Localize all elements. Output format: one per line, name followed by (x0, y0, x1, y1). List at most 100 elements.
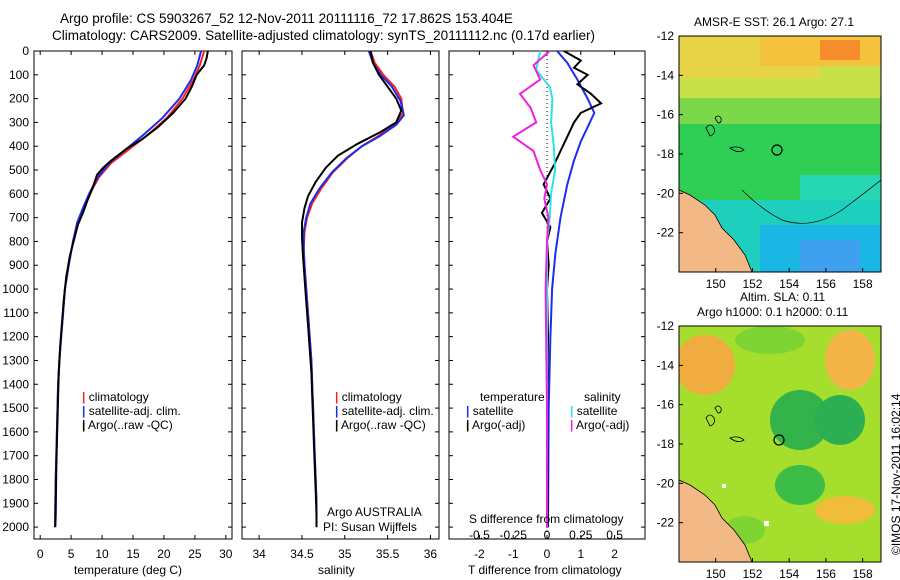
sla-argo-marker (773, 434, 785, 446)
series-line-argo (54, 50, 209, 528)
s-tick-label: -0.5 (469, 528, 490, 542)
temperature-xlabel: temperature (deg C) (74, 563, 183, 577)
depth-tick-label: 1700 (2, 449, 29, 463)
sla-map-title-2: Argo h1000: 0.1 h2000: 0.11 (697, 305, 849, 319)
series-line-satellite (302, 50, 405, 528)
salinity-xlabel: salinity (318, 563, 355, 577)
map-x-tick-label: 156 (816, 567, 836, 580)
diff-temp-legend: temperature | satellite | Argo(-adj) (466, 390, 545, 432)
x-tick-label: 35.5 (376, 547, 400, 561)
figure-title-line1: Argo profile: CS 5903267_52 12-Nov-2011 … (60, 11, 513, 26)
depth-tick-label: 1100 (3, 306, 29, 320)
series-line-s-satellite (535, 50, 557, 528)
x-tick-label: -1 (508, 547, 519, 561)
depth-tick-label: 200 (9, 92, 29, 106)
sst-map (678, 35, 882, 273)
s-tick-label: 0.5 (606, 528, 623, 542)
map-y-tick-label: -20 (657, 186, 675, 200)
map-x-tick-label: 156 (816, 277, 836, 291)
diff-sal-legend: salinity | satellite | Argo(-adj) (570, 390, 630, 432)
series-line-t-satellite (547, 50, 596, 528)
depth-tick-label: 1800 (2, 472, 29, 486)
map-y-tick-label: -16 (657, 108, 675, 122)
x-tick-label: 5 (68, 547, 75, 561)
series-line-climatology (54, 50, 206, 528)
temp-legend-clim: climatology (88, 390, 149, 404)
diff-sal-legend-argo: Argo(-adj) (576, 418, 630, 432)
map-x-tick-label: 152 (742, 567, 762, 580)
x-tick-label: 36 (424, 547, 438, 561)
map-y-tick-label: -12 (657, 29, 675, 43)
diff-temp-legend-sat: satellite (472, 404, 514, 418)
x-tick-label: 34 (252, 547, 266, 561)
sla-map-title-1: Altim. SLA: 0.11 (740, 290, 826, 304)
salinity-panel-frame (241, 50, 440, 540)
x-tick-label: 0 (37, 547, 44, 561)
map-y-tick-label: -20 (657, 476, 675, 490)
s-tick-label: -0.25 (500, 528, 528, 542)
temp-legend-sat: satellite-adj. clim. (88, 404, 181, 418)
figure-title-line2: Climatology: CARS2009. Satellite-adjuste… (52, 28, 596, 43)
profile-lines (54, 50, 603, 528)
map-x-tick-label: 150 (706, 567, 726, 580)
depth-tick-label: 400 (9, 139, 29, 153)
sal-legend: | climatology | satellite-adj. clim. | A… (335, 390, 434, 432)
depth-tick-label: 1500 (2, 401, 29, 415)
x-tick-label: 34.5 (290, 547, 314, 561)
depth-tick-label: 0 (22, 44, 29, 58)
map-axis-ticks: 150 152 154 156 158 -12 -14 -16 -18 -20 -22 150 152 1… (657, 29, 873, 580)
map-y-tick-label: -12 (657, 319, 675, 333)
sal-legend-argo: Argo(..raw -QC) (341, 418, 426, 432)
depth-tick-label: 800 (9, 234, 29, 248)
diff-temp-legend-argo: Argo(-adj) (472, 418, 526, 432)
depth-tick-label: 1200 (2, 330, 29, 344)
sst-map-title: AMSR-E SST: 26.1 Argo: 27.1 (694, 15, 855, 29)
map-x-tick-label: 158 (853, 567, 873, 580)
map-y-tick-label: -18 (657, 147, 675, 161)
map-y-tick-label: -22 (657, 226, 675, 240)
depth-tick-label: 300 (9, 115, 29, 129)
diff-sal-legend-sat: satellite (576, 404, 618, 418)
depth-tick-label: 600 (9, 187, 29, 201)
depth-tick-label: 1400 (2, 377, 29, 391)
pi-label: PI: Susan Wijffels (323, 520, 417, 534)
series-line-satellite (54, 50, 203, 528)
depth-tick-label: 1300 (2, 353, 29, 367)
map-y-tick-label: -16 (657, 398, 675, 412)
diff-temp-legend-title: temperature (480, 390, 545, 404)
depth-tick-label: 2000 (2, 520, 29, 534)
diff-sal-legend-title: salinity (584, 390, 621, 404)
map-y-tick-label: -22 (657, 516, 675, 530)
temp-legend-argo: Argo(..raw -QC) (88, 418, 173, 432)
x-tick-label: 2 (611, 547, 618, 561)
x-tick-label: 1 (577, 547, 584, 561)
s-tick-label: 0.25 (569, 528, 593, 542)
x-tick-label: 35 (338, 547, 352, 561)
series-line-s-argo (511, 50, 551, 528)
depth-tick-label: 1600 (2, 425, 29, 439)
map-y-tick-label: -14 (657, 68, 675, 82)
depth-tick-label: 1000 (2, 282, 29, 296)
map-x-tick-label: 154 (779, 277, 799, 291)
depth-tick-label: 700 (9, 211, 29, 225)
depth-tick-label: 1900 (2, 496, 29, 510)
x-tick-label: 15 (126, 547, 140, 561)
map-x-tick-label: 158 (853, 277, 873, 291)
map-x-tick-label: 150 (706, 277, 726, 291)
x-tick-label: 10 (95, 547, 109, 561)
s-difference-xlabel: S difference from climatology (469, 512, 624, 526)
depth-tick-label: 500 (9, 163, 29, 177)
depth-tick-label: 900 (9, 258, 29, 272)
sal-legend-clim: climatology (341, 390, 402, 404)
footer-credit: ©IMOS 17-Nov-2011 16:02:14 (889, 393, 900, 555)
x-tick-label: -2 (474, 547, 485, 561)
map-y-tick-label: -14 (657, 358, 675, 372)
x-tick-label: 25 (188, 547, 202, 561)
x-tick-label: 20 (157, 547, 171, 561)
sla-map (678, 325, 882, 563)
map-x-tick-label: 152 (742, 277, 762, 291)
t-difference-xlabel: T difference from climatology (468, 563, 622, 577)
x-tick-label: 30 (219, 547, 233, 561)
sal-legend-sat: satellite-adj. clim. (341, 404, 434, 418)
